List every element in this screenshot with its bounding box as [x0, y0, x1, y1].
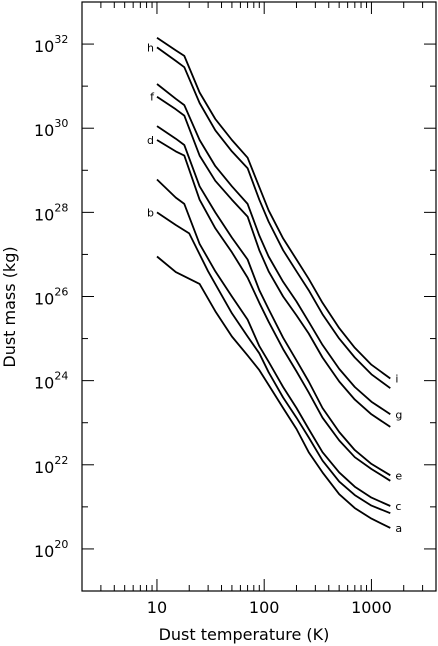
curve-h — [156, 46, 391, 389]
curve-label-d: d — [147, 134, 154, 147]
x-tick-label: 10 — [147, 598, 167, 617]
axis-ticks — [81, 1, 437, 592]
tick-labels: 10 100 1000 1020 1022 1024 1026 1028 1030 1032 — [34, 33, 392, 617]
y-axis-title: Dust mass (kg) — [0, 246, 19, 367]
x-tick-label: 100 — [249, 598, 280, 617]
curve-label-e: e — [395, 469, 402, 482]
y-tick-label: 1020 — [34, 538, 68, 561]
curve-i — [156, 37, 391, 380]
curve-e — [156, 125, 391, 477]
curve-g — [156, 83, 391, 416]
y-tick-label: 1022 — [34, 454, 68, 477]
curve-label-g: g — [395, 408, 402, 421]
curve-label-b: b — [147, 206, 154, 219]
y-tick-label: 1030 — [34, 117, 68, 140]
curve-label-c: c — [395, 500, 401, 513]
x-axis-title: Dust temperature (K) — [159, 625, 330, 644]
curve-label-h: h — [147, 41, 154, 54]
curve-b — [156, 211, 391, 515]
curve-label-i: i — [395, 373, 398, 386]
x-tick-label: 1000 — [351, 598, 392, 617]
curve-label-f: f — [150, 91, 155, 104]
curve-c — [156, 178, 391, 507]
curve-label-a: a — [395, 522, 402, 535]
curve-f — [156, 95, 391, 428]
curve-d — [156, 139, 391, 482]
curve-a — [156, 255, 391, 529]
y-tick-label: 1032 — [34, 33, 68, 56]
y-tick-label: 1024 — [34, 370, 68, 393]
y-tick-label: 1028 — [34, 201, 68, 224]
data-curves: a b c d e f g h i — [147, 37, 402, 535]
y-tick-label: 1026 — [34, 286, 68, 309]
